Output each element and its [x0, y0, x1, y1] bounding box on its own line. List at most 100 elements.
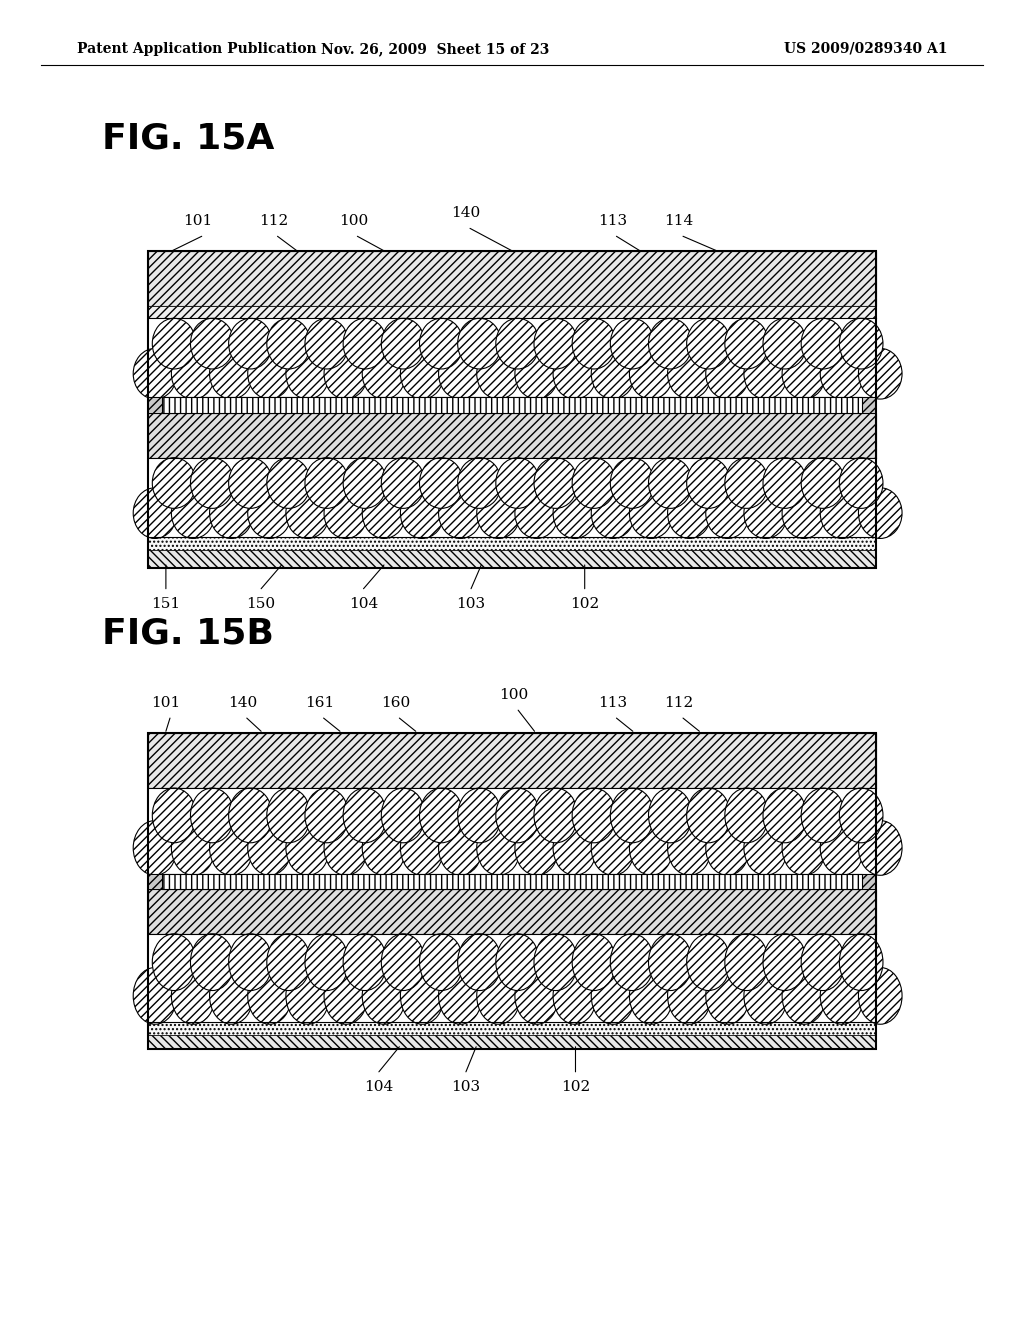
Ellipse shape — [381, 318, 425, 370]
Ellipse shape — [305, 788, 348, 842]
Ellipse shape — [725, 318, 768, 370]
Ellipse shape — [267, 458, 310, 508]
Ellipse shape — [210, 348, 253, 399]
Bar — [148, 788, 876, 874]
Text: FIG. 15B: FIG. 15B — [102, 616, 274, 651]
Ellipse shape — [324, 348, 368, 399]
Text: Nov. 26, 2009  Sheet 15 of 23: Nov. 26, 2009 Sheet 15 of 23 — [321, 42, 550, 55]
Ellipse shape — [228, 458, 272, 508]
Ellipse shape — [840, 458, 883, 508]
Ellipse shape — [515, 488, 558, 539]
Ellipse shape — [228, 933, 272, 990]
Bar — [162, 397, 862, 413]
Ellipse shape — [648, 933, 692, 990]
Ellipse shape — [228, 788, 272, 842]
Ellipse shape — [420, 933, 463, 990]
Text: Patent Application Publication: Patent Application Publication — [77, 42, 316, 55]
Ellipse shape — [496, 458, 540, 508]
Ellipse shape — [610, 458, 654, 508]
Ellipse shape — [248, 968, 292, 1024]
Ellipse shape — [572, 318, 615, 370]
Ellipse shape — [763, 318, 807, 370]
Ellipse shape — [133, 348, 177, 399]
Text: 102: 102 — [561, 1080, 590, 1094]
Bar — [148, 458, 876, 537]
Ellipse shape — [133, 821, 177, 875]
Bar — [162, 874, 862, 890]
Ellipse shape — [153, 933, 196, 990]
Ellipse shape — [477, 968, 520, 1024]
Ellipse shape — [610, 933, 654, 990]
Ellipse shape — [801, 933, 845, 990]
Text: 103: 103 — [452, 1080, 480, 1094]
Ellipse shape — [324, 821, 368, 875]
Ellipse shape — [133, 488, 177, 539]
Ellipse shape — [324, 488, 368, 539]
Bar — [148, 537, 876, 549]
Ellipse shape — [400, 348, 444, 399]
Ellipse shape — [591, 488, 635, 539]
Bar — [148, 306, 876, 318]
Ellipse shape — [858, 968, 902, 1024]
Text: 102: 102 — [570, 597, 599, 611]
Ellipse shape — [438, 348, 482, 399]
Ellipse shape — [286, 348, 330, 399]
Ellipse shape — [381, 458, 425, 508]
Ellipse shape — [858, 821, 902, 875]
Text: FIG. 15A: FIG. 15A — [102, 121, 274, 156]
Ellipse shape — [706, 348, 750, 399]
Ellipse shape — [267, 318, 310, 370]
Ellipse shape — [668, 968, 712, 1024]
Ellipse shape — [496, 933, 540, 990]
Ellipse shape — [515, 348, 558, 399]
Ellipse shape — [553, 968, 597, 1024]
Ellipse shape — [133, 968, 177, 1024]
Ellipse shape — [572, 458, 615, 508]
Ellipse shape — [362, 488, 406, 539]
Bar — [148, 251, 876, 306]
Text: 113: 113 — [598, 214, 627, 228]
Text: 104: 104 — [365, 1080, 393, 1094]
Ellipse shape — [496, 788, 540, 842]
Bar — [148, 733, 876, 1049]
Ellipse shape — [190, 933, 234, 990]
Ellipse shape — [286, 488, 330, 539]
Ellipse shape — [858, 348, 902, 399]
Text: 103: 103 — [457, 597, 485, 611]
Ellipse shape — [381, 788, 425, 842]
Text: 112: 112 — [259, 214, 288, 228]
Ellipse shape — [267, 788, 310, 842]
Ellipse shape — [343, 318, 387, 370]
Ellipse shape — [553, 488, 597, 539]
Ellipse shape — [782, 821, 825, 875]
Ellipse shape — [190, 458, 234, 508]
Ellipse shape — [630, 348, 673, 399]
Ellipse shape — [343, 933, 387, 990]
Ellipse shape — [630, 488, 673, 539]
Ellipse shape — [400, 968, 444, 1024]
Ellipse shape — [210, 488, 253, 539]
Bar — [862, 397, 876, 413]
Ellipse shape — [153, 788, 196, 842]
Ellipse shape — [687, 933, 730, 990]
Ellipse shape — [362, 821, 406, 875]
Text: 101: 101 — [152, 696, 180, 710]
Ellipse shape — [534, 933, 578, 990]
Ellipse shape — [305, 933, 348, 990]
Bar — [148, 933, 876, 1023]
Bar — [862, 874, 876, 890]
Ellipse shape — [400, 488, 444, 539]
Ellipse shape — [477, 488, 520, 539]
Text: 100: 100 — [500, 688, 528, 702]
Text: 113: 113 — [598, 696, 627, 710]
Bar — [148, 733, 876, 1049]
Ellipse shape — [591, 348, 635, 399]
Ellipse shape — [153, 458, 196, 508]
Ellipse shape — [400, 821, 444, 875]
Ellipse shape — [305, 318, 348, 370]
Ellipse shape — [668, 348, 712, 399]
Ellipse shape — [763, 788, 807, 842]
Ellipse shape — [553, 821, 597, 875]
Ellipse shape — [362, 348, 406, 399]
Ellipse shape — [210, 821, 253, 875]
